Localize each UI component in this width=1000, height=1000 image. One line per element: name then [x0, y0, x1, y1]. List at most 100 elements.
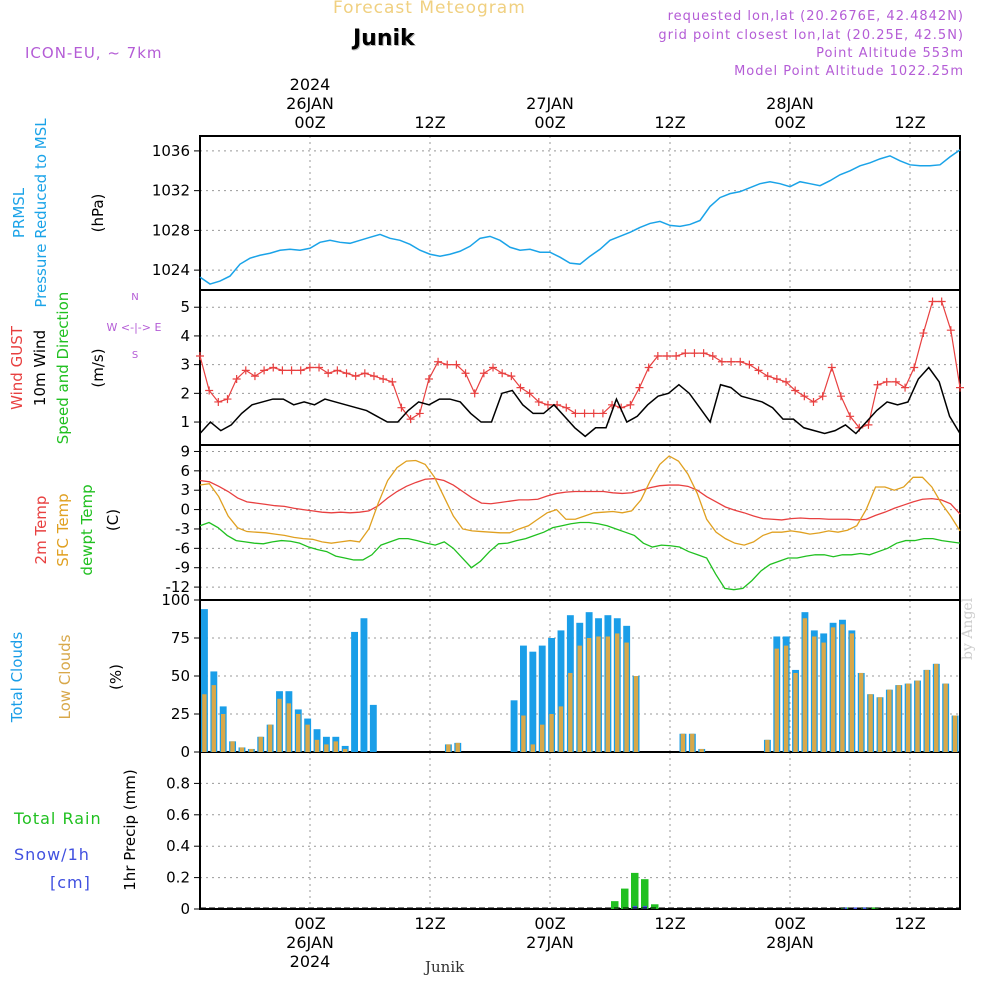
low-cloud-bar: [296, 714, 301, 752]
gust-point: [681, 349, 690, 358]
low-cloud-bar: [699, 748, 704, 752]
total-rain-label: Total Rain: [13, 809, 102, 828]
time-label-top: 00Z: [774, 113, 805, 132]
total-cloud-bar: [360, 618, 368, 752]
low-cloud-bar: [858, 672, 864, 752]
low-cloud-bar: [615, 633, 620, 752]
panel-frame: [199, 751, 961, 910]
gust-point: [956, 383, 964, 392]
gust-point: [891, 377, 900, 386]
gust-point: [406, 415, 415, 424]
station-name: Junik: [353, 26, 415, 51]
gust-point: [800, 392, 809, 401]
y-tick-label: 9: [180, 442, 190, 460]
y-tick-label: 3: [180, 356, 190, 374]
low-cloud-bar: [812, 636, 817, 752]
y-tick-label: 25: [171, 705, 190, 723]
gust-point: [296, 366, 305, 375]
gust-point: [873, 380, 882, 389]
y-tick-label: 6: [180, 462, 190, 480]
y-tick-label: -9: [175, 559, 190, 577]
total-cloud-bar: [557, 630, 565, 752]
low-cloud-bar: [211, 685, 216, 752]
time-label-bottom: 00Z: [774, 914, 805, 933]
low-clouds-label: Low Clouds: [56, 634, 74, 719]
gust-point: [809, 397, 818, 406]
total-cloud-bar: [538, 645, 546, 752]
low-cloud-bar: [314, 739, 320, 752]
time-label-top: 2024: [290, 75, 331, 94]
wind-speed-direction-label: Speed and Direction: [54, 292, 72, 445]
gust-point: [388, 377, 397, 386]
rain-bar: [621, 888, 629, 909]
gust-point: [818, 392, 827, 401]
y-tick-label: 2: [180, 384, 190, 402]
gust-point: [534, 397, 543, 406]
gust-line: [199, 300, 961, 429]
snow-unit-label: [cm]: [50, 873, 91, 892]
gust-point: [727, 357, 736, 366]
low-cloud-bar: [633, 676, 639, 752]
y-tick-label: -12: [166, 578, 191, 596]
low-cloud-bar: [774, 648, 779, 752]
time-label-top: 00Z: [294, 113, 325, 132]
low-cloud-bar: [586, 638, 592, 752]
time-label-top: 12Z: [894, 113, 925, 132]
gust-point: [543, 400, 552, 409]
gust-point: [745, 360, 754, 369]
gust-point: [882, 377, 891, 386]
y-tick-label: 1024: [152, 261, 190, 279]
gust-point: [919, 329, 928, 338]
low-cloud-bar: [577, 645, 582, 752]
gust-point: [525, 389, 534, 398]
low-cloud-bar: [605, 636, 611, 752]
gust-point: [598, 409, 607, 418]
dewpt-label: dewpt Temp: [78, 484, 96, 575]
gust-point: [479, 369, 488, 378]
low-cloud-bar: [905, 683, 911, 752]
time-label-top: 00Z: [534, 113, 565, 132]
low-cloud-bar: [342, 748, 348, 752]
compass-west-east: W <-|-> E: [107, 321, 162, 334]
gust-point: [772, 374, 781, 383]
low-cloud-bar: [324, 744, 329, 752]
gust-point: [662, 352, 671, 361]
low-cloud-bar: [690, 733, 695, 752]
gust-point: [791, 386, 800, 395]
gust-point: [626, 400, 635, 409]
rain-bar: [631, 872, 639, 909]
gust-point: [672, 352, 681, 361]
time-label-top: 12Z: [654, 113, 685, 132]
gust-point: [708, 352, 717, 361]
gust-point: [232, 374, 241, 383]
low-cloud-bar: [934, 663, 939, 752]
gust-point: [589, 409, 598, 418]
low-cloud-bar: [624, 642, 629, 752]
time-label-top: 12Z: [414, 113, 445, 132]
sfc-temp-label: SFC Temp: [54, 493, 72, 566]
low-cloud-bar: [783, 645, 789, 752]
rain-bar: [871, 907, 879, 909]
gust-point: [937, 297, 946, 306]
gust-point: [653, 352, 662, 361]
gust-point: [516, 383, 525, 392]
gust-point: [250, 372, 259, 381]
gust-point: [424, 374, 433, 383]
pressure-label: PRMSL: [10, 187, 28, 238]
low-cloud-bar: [549, 714, 554, 752]
snow-bar: [643, 905, 647, 909]
low-cloud-bar: [521, 715, 526, 752]
sfc-temp-line: [199, 455, 961, 546]
y-tick-label: 75: [171, 629, 190, 647]
snow-bar: [853, 907, 857, 909]
total-cloud-bar: [351, 631, 359, 752]
low-cloud-bar: [802, 618, 808, 752]
gust-point: [379, 374, 388, 383]
gust-point: [452, 360, 461, 369]
time-label-top: 27JAN: [526, 94, 574, 113]
y-tick-label: 1028: [152, 221, 190, 239]
gust-point: [470, 389, 479, 398]
time-label-bottom: 2024: [290, 952, 331, 971]
y-tick-label: 1: [180, 413, 190, 431]
